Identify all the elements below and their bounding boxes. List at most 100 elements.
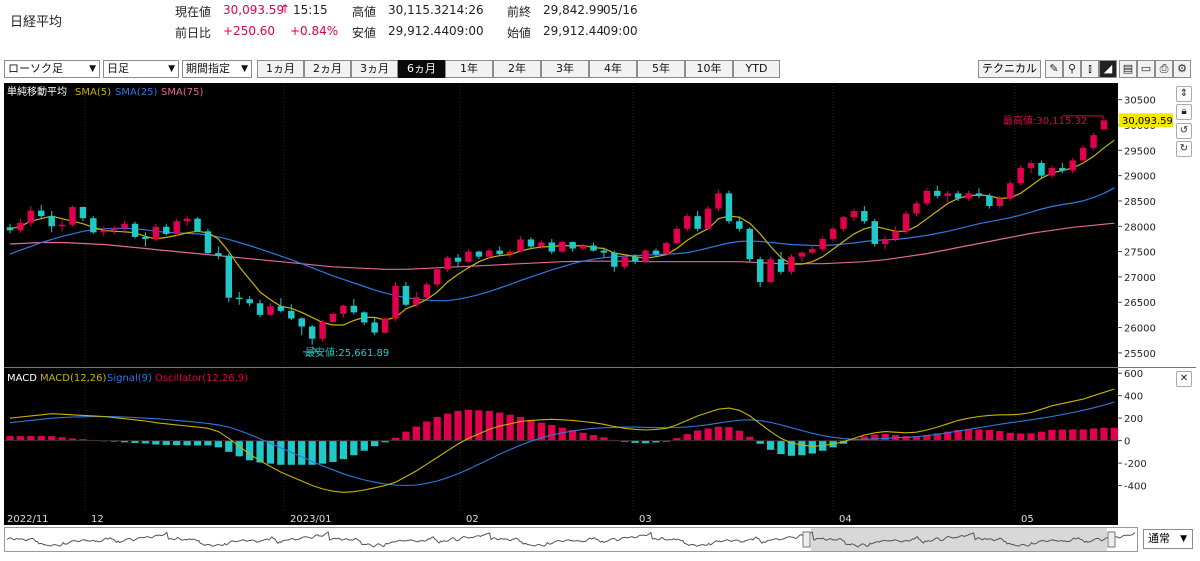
candle-body bbox=[100, 230, 108, 233]
change-pct: +0.84% bbox=[290, 24, 339, 38]
oscillator-bar bbox=[652, 440, 660, 443]
scale-icon[interactable]: ⇕ bbox=[1176, 86, 1192, 102]
chart-type-select[interactable]: ローソク足 ▼ bbox=[4, 60, 100, 78]
period-2y-button[interactable]: 2年 bbox=[493, 60, 541, 78]
range-mode-value: 期間指定 bbox=[186, 62, 230, 75]
oscillator-bar bbox=[360, 440, 368, 451]
dropdown-arrow-icon: ▼ bbox=[241, 64, 248, 74]
oscillator-bar bbox=[996, 431, 1004, 441]
settings-icon[interactable]: ⚙ bbox=[1173, 60, 1191, 78]
candle-body bbox=[465, 251, 472, 262]
legend-macd: MACD(12,26) bbox=[40, 373, 107, 384]
period-5y-button[interactable]: 5年 bbox=[637, 60, 685, 78]
undo-icon[interactable]: ↺ bbox=[1176, 123, 1192, 139]
candle-body bbox=[684, 216, 691, 229]
price-panel-bg bbox=[4, 83, 1118, 367]
candle-body bbox=[673, 228, 681, 243]
oscillator-bar bbox=[1048, 429, 1056, 441]
macd-line bbox=[9, 388, 1115, 493]
candle-body bbox=[715, 193, 722, 209]
range-mode-select[interactable]: 期間指定 ▼ bbox=[182, 60, 252, 78]
oscillator-bar bbox=[235, 440, 243, 457]
view-mode-value: 通常 bbox=[1148, 532, 1170, 545]
candle-body bbox=[777, 259, 785, 272]
print-icon[interactable]: ⎙ bbox=[1155, 60, 1173, 78]
period-10y-button[interactable]: 10年 bbox=[685, 60, 733, 78]
low-time: 09:00 bbox=[449, 24, 484, 38]
oscillator-bar bbox=[225, 440, 233, 452]
oscillator-bar bbox=[350, 440, 358, 456]
macd-tick-label: 400 bbox=[1124, 392, 1143, 403]
pencil-icon[interactable]: ✎ bbox=[1045, 60, 1063, 78]
lock-icon[interactable]: 🔒︎ bbox=[1176, 104, 1192, 120]
oscillator-bar bbox=[631, 440, 639, 443]
candle-body bbox=[579, 245, 587, 249]
low-value: 29,912.44 bbox=[388, 24, 450, 38]
oscillator-bar bbox=[1100, 427, 1108, 441]
date-tick-label: 04 bbox=[839, 514, 852, 525]
redo-icon[interactable]: ↻ bbox=[1176, 141, 1192, 157]
oscillator-bar bbox=[496, 412, 504, 441]
candle-body bbox=[527, 239, 535, 247]
period-4y-button[interactable]: 4年 bbox=[589, 60, 637, 78]
legend-oscillator: Oscillator(12,26,9) bbox=[155, 373, 248, 384]
navigator-right-handle[interactable] bbox=[1107, 531, 1116, 548]
period-1m-button[interactable]: 1ヵ月 bbox=[257, 60, 304, 78]
oscillator-bar bbox=[516, 417, 525, 441]
period-3y-button[interactable]: 3年 bbox=[541, 60, 589, 78]
candle-body bbox=[110, 228, 118, 231]
candle-body bbox=[558, 241, 566, 252]
oscillator-bar bbox=[766, 440, 775, 450]
candle-body bbox=[475, 251, 483, 257]
candle-body bbox=[1027, 162, 1035, 169]
candle-body bbox=[27, 210, 35, 223]
oscillator-bar bbox=[1110, 427, 1119, 441]
oscillator-bar bbox=[548, 424, 556, 441]
candle-body bbox=[642, 250, 649, 262]
navigator-left-handle[interactable] bbox=[802, 531, 811, 548]
zoom-icon[interactable]: ⚲ bbox=[1063, 60, 1081, 78]
open-value: 29,912.44 bbox=[543, 24, 605, 38]
open-label: 始値 bbox=[507, 26, 532, 40]
navigator-window[interactable] bbox=[811, 528, 1107, 551]
interval-select[interactable]: 日足 ▼ bbox=[103, 60, 179, 78]
folder-icon[interactable]: ▭ bbox=[1137, 60, 1155, 78]
close-icon[interactable]: ✕ bbox=[1176, 371, 1192, 387]
candle-body bbox=[194, 218, 201, 232]
view-mode-select[interactable]: 通常 ▼ bbox=[1143, 529, 1193, 549]
candle-body bbox=[350, 305, 358, 313]
oscillator-bar bbox=[944, 431, 952, 441]
candle-body bbox=[569, 241, 576, 249]
volume-icon[interactable]: ⫾ bbox=[1081, 60, 1099, 78]
period-3m-button[interactable]: 3ヵ月 bbox=[351, 60, 398, 78]
range-navigator[interactable] bbox=[4, 527, 1138, 552]
period-ytd-button[interactable]: YTD bbox=[733, 60, 780, 78]
oscillator-bar bbox=[704, 428, 712, 441]
candle-body bbox=[235, 297, 243, 300]
candle-body bbox=[913, 203, 920, 214]
candle-body bbox=[1069, 160, 1076, 171]
stock-chart[interactable]: 25500 26000 26500 27000 27500 28000 28500 29000… bbox=[0, 83, 1200, 525]
low-annotation: 最安値:25,661.89 bbox=[305, 346, 389, 359]
candle-body bbox=[433, 269, 441, 285]
high-annotation: 最高値:30,115.32 bbox=[1003, 114, 1087, 127]
area-chart-icon[interactable]: ◢ bbox=[1099, 60, 1117, 78]
oscillator-bar bbox=[558, 427, 566, 441]
oscillator-bar bbox=[1027, 433, 1035, 441]
candle-body bbox=[819, 238, 826, 250]
oscillator-bar bbox=[673, 438, 681, 441]
price-tick-label: 26000 bbox=[1124, 324, 1156, 335]
price-tick-label: 29500 bbox=[1124, 146, 1156, 157]
oscillator-bar bbox=[923, 435, 931, 441]
oscillator-bar bbox=[735, 430, 743, 441]
oscillator-bar bbox=[120, 440, 129, 443]
technical-button[interactable]: テクニカル bbox=[978, 60, 1041, 78]
period-2m-button[interactable]: 2ヵ月 bbox=[304, 60, 351, 78]
period-1y-button[interactable]: 1年 bbox=[445, 60, 493, 78]
period-6m-button[interactable]: 6ヵ月 bbox=[398, 60, 445, 78]
document-icon[interactable]: ▤ bbox=[1119, 60, 1137, 78]
candle-body bbox=[663, 242, 670, 255]
date-axis-bg bbox=[4, 510, 1118, 525]
oscillator-bar bbox=[808, 440, 816, 454]
indicator-title: 単純移動平均 bbox=[7, 85, 67, 98]
